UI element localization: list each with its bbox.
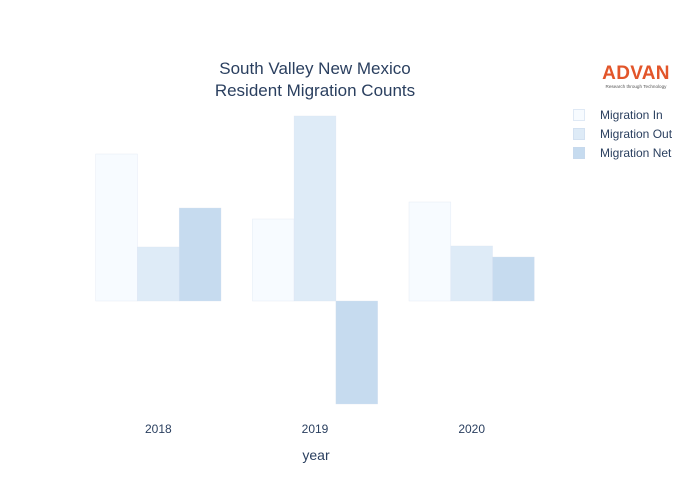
bar-migration-in-2020[interactable]: [408, 201, 452, 302]
legend-label-migration-net: Migration Net: [600, 145, 672, 160]
chart-title-line-2: Resident Migration Counts: [214, 81, 416, 100]
advan-logo: ADVAN Research through Technology: [598, 64, 674, 90]
x-tick-label-2019: 2019: [302, 422, 329, 436]
chart-title: South Valley New Mexico Resident Migrati…: [160, 58, 470, 102]
bar-migration-net-2019[interactable]: [335, 300, 378, 405]
legend-label-migration-out: Migration Out: [600, 126, 673, 141]
bar-migration-in-2019[interactable]: [252, 218, 295, 302]
legend-swatch-migration-in: [573, 108, 585, 121]
legend-item-migration-in[interactable]: Migration In: [573, 105, 698, 124]
x-axis-title: year: [302, 447, 330, 463]
legend-swatch-migration-out: [573, 127, 585, 140]
bar-migration-out-2020[interactable]: [450, 245, 493, 302]
bar-migration-in-2018[interactable]: [95, 153, 138, 302]
bar-migration-net-2018[interactable]: [178, 207, 222, 302]
legend: Migration In Migration Out Migration Net: [573, 105, 698, 162]
logo-tagline: Research through Technology: [605, 84, 667, 89]
bar-migration-net-2020[interactable]: [492, 256, 535, 302]
legend-label-migration-in: Migration In: [600, 107, 663, 122]
x-tick-label-2018: 2018: [145, 422, 172, 436]
bar-migration-out-2018[interactable]: [137, 246, 180, 302]
x-tick-label-2020: 2020: [458, 422, 485, 436]
logo-wordmark: ADVAN: [602, 63, 670, 84]
chart-title-line-1: South Valley New Mexico: [219, 59, 411, 78]
legend-item-migration-net[interactable]: Migration Net: [573, 143, 698, 162]
bar-migration-out-2019[interactable]: [293, 115, 337, 302]
legend-swatch-migration-net: [573, 146, 585, 159]
legend-item-migration-out[interactable]: Migration Out: [573, 124, 698, 143]
